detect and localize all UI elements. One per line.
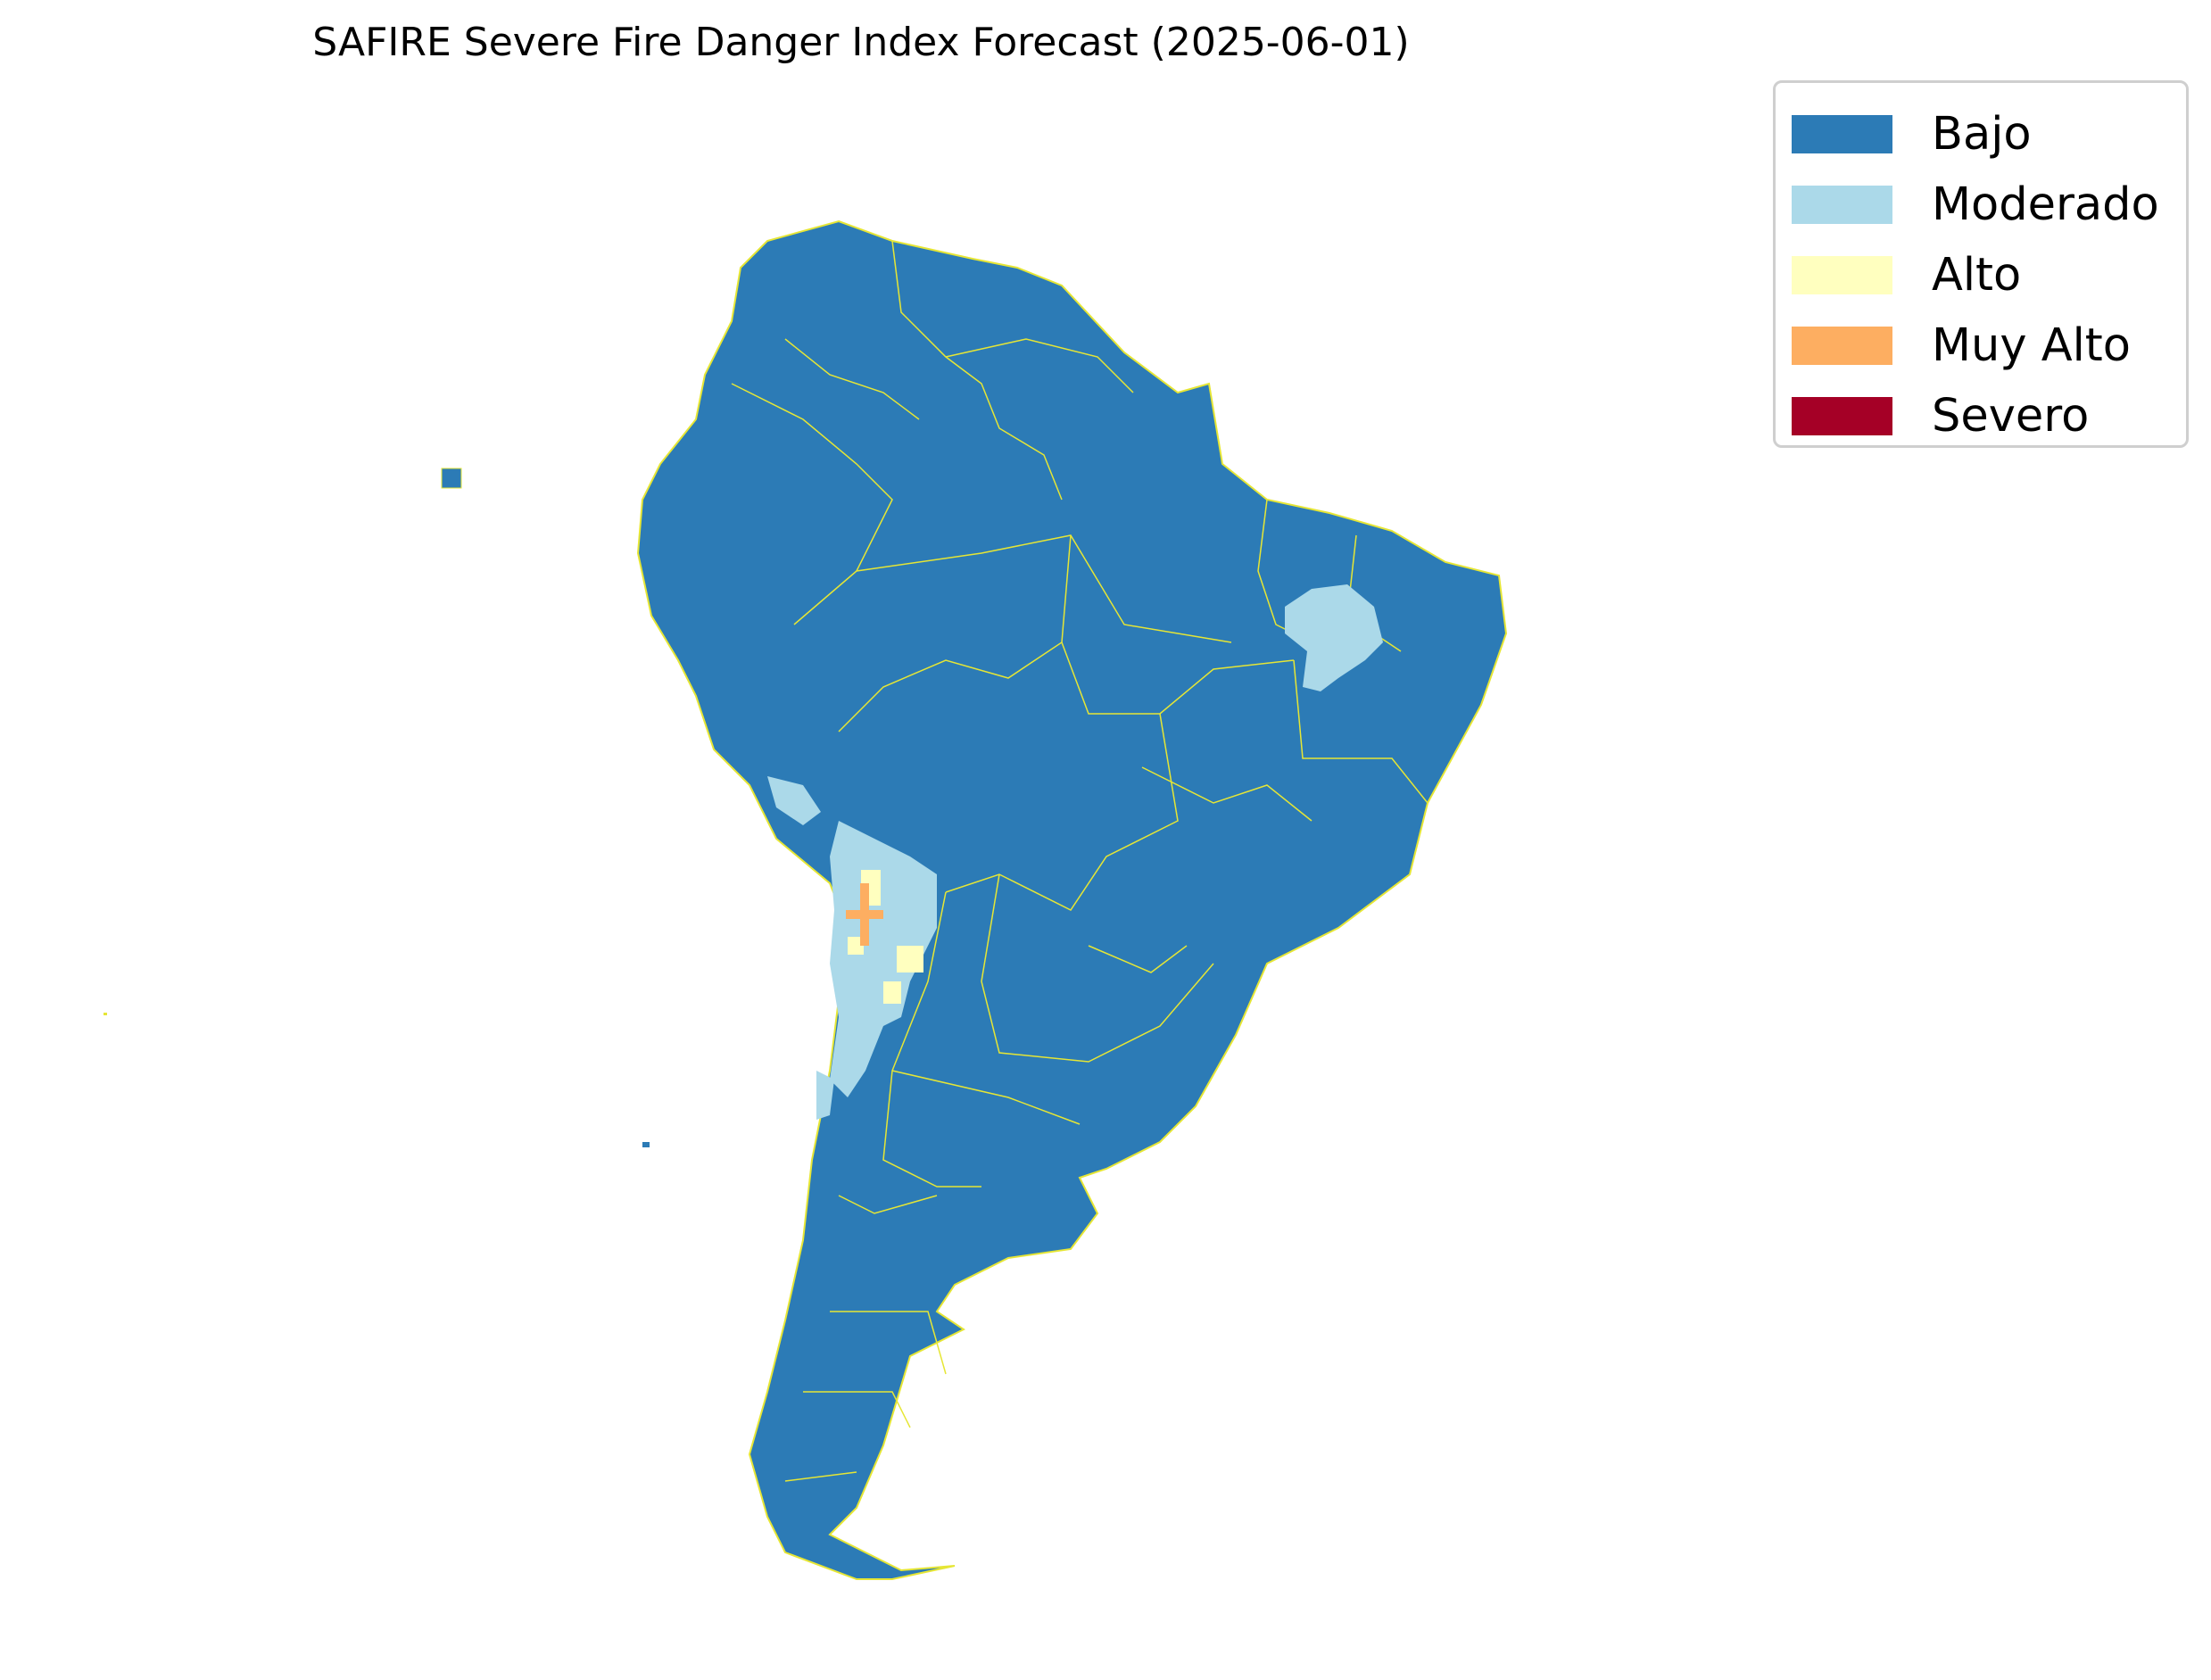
- admin-boundaries: [731, 240, 1428, 1482]
- legend-label-severo: Severo: [1932, 390, 2090, 443]
- legend-swatch-moderado: [1792, 186, 1892, 224]
- legend-label-alto: Alto: [1932, 249, 2022, 302]
- juan-fernandez-island: [642, 1142, 650, 1147]
- legend-item-bajo: Bajo: [1792, 99, 2186, 170]
- alto-regions: [848, 870, 923, 1004]
- legend-label-moderado: Moderado: [1932, 178, 2159, 231]
- legend-label-bajo: Bajo: [1932, 108, 2032, 161]
- muy-alto-region: [846, 883, 883, 946]
- moderado-region-coast: [767, 776, 821, 825]
- legend-item-moderado: Moderado: [1792, 170, 2186, 240]
- legend-swatch-muy-alto: [1792, 327, 1892, 365]
- legend-item-muy-alto: Muy Alto: [1792, 310, 2186, 381]
- map-title: SAFIRE Severe Fire Danger Index Forecast…: [312, 20, 1410, 65]
- legend-swatch-bajo: [1792, 115, 1892, 153]
- legend-swatch-severo: [1792, 397, 1892, 435]
- moderado-region-andes: [830, 821, 937, 1097]
- galapagos-islands: [441, 468, 462, 489]
- legend-swatch-alto: [1792, 256, 1892, 294]
- moderado-region-northeast: [1285, 584, 1383, 691]
- legend: Bajo Moderado Alto Muy Alto Severo: [1773, 80, 2189, 448]
- legend-label-muy-alto: Muy Alto: [1932, 319, 2131, 372]
- legend-item-alto: Alto: [1792, 240, 2186, 310]
- legend-item-severo: Severo: [1792, 381, 2186, 451]
- small-island: [104, 1013, 107, 1015]
- landmass: [636, 219, 1508, 1580]
- fire-danger-map: [104, 219, 1508, 1580]
- moderado-region-south: [816, 1071, 834, 1120]
